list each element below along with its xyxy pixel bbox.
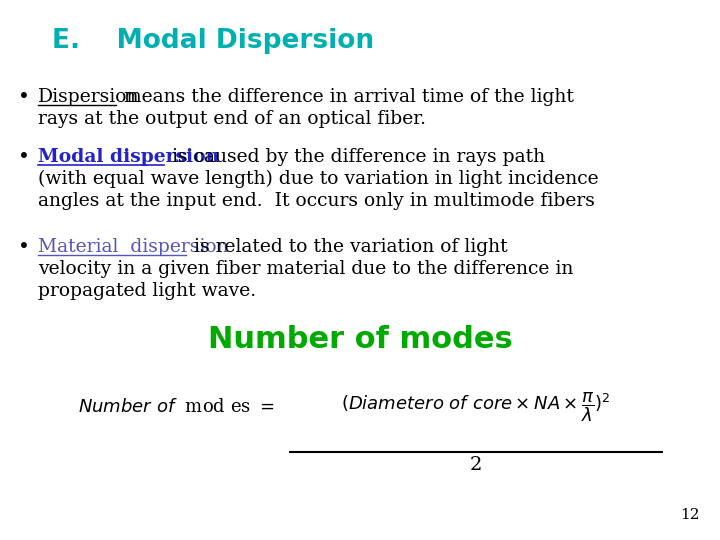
- Text: •: •: [18, 88, 30, 107]
- Text: Modal dispersion: Modal dispersion: [38, 148, 220, 166]
- Text: rays at the output end of an optical fiber.: rays at the output end of an optical fib…: [38, 110, 426, 128]
- Text: $\mathit{(Diametero\ of\ core \times NA \times \dfrac{\pi}{\lambda})^{2}}$: $\mathit{(Diametero\ of\ core \times NA …: [341, 390, 611, 424]
- Text: (with equal wave length) due to variation in light incidence: (with equal wave length) due to variatio…: [38, 170, 598, 188]
- Text: Material  dispersion: Material dispersion: [38, 238, 229, 256]
- Text: Number of modes: Number of modes: [207, 325, 513, 354]
- Text: 12: 12: [680, 508, 700, 522]
- Text: velocity in a given fiber material due to the difference in: velocity in a given fiber material due t…: [38, 260, 573, 278]
- Text: is related to the variation of light: is related to the variation of light: [188, 238, 508, 256]
- Text: E.    Modal Dispersion: E. Modal Dispersion: [52, 28, 374, 54]
- Text: is caused by the difference in rays path: is caused by the difference in rays path: [166, 148, 545, 166]
- Text: Dispersion: Dispersion: [38, 88, 140, 106]
- Text: $\mathit{Number\ of}$  mod es $=$: $\mathit{Number\ of}$ mod es $=$: [78, 398, 274, 416]
- Text: means the difference in arrival time of the light: means the difference in arrival time of …: [118, 88, 574, 106]
- Text: 2: 2: [470, 456, 482, 474]
- Text: angles at the input end.  It occurs only in multimode fibers: angles at the input end. It occurs only …: [38, 192, 595, 210]
- Text: •: •: [18, 148, 30, 167]
- Text: •: •: [18, 238, 30, 257]
- Text: propagated light wave.: propagated light wave.: [38, 282, 256, 300]
